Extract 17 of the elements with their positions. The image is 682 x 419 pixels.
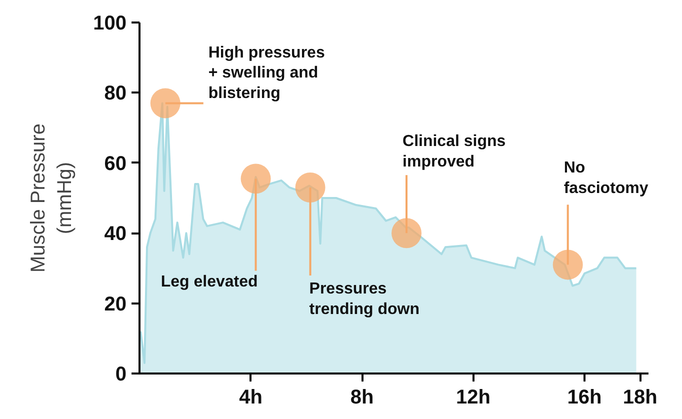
y-axis-title: Muscle Pressure (mmHg) [28,124,76,272]
x-tick-label: 8h [350,386,374,408]
x-tick-label: 12h [456,386,491,408]
x-tick-label: 16h [567,386,602,408]
y-tick-label: 0 [115,364,126,386]
y-tick-label: 100 [93,12,127,34]
y-tick-label: 80 [104,82,127,105]
annotation: Leg elevated [160,274,258,291]
annotation: Clinical signs improved [402,133,506,170]
y-tick-label: 40 [104,223,127,246]
x-tick-label: 4h [239,386,262,408]
y-tick-label: 60 [104,152,127,175]
x-tick-label: 18h [622,386,658,408]
annotation: High pressures + swelling and blistering [208,44,325,102]
y-tick-label: 20 [104,293,127,316]
annotation: No fasciotomy [564,160,648,198]
annotation: Pressures trending down [309,280,420,318]
